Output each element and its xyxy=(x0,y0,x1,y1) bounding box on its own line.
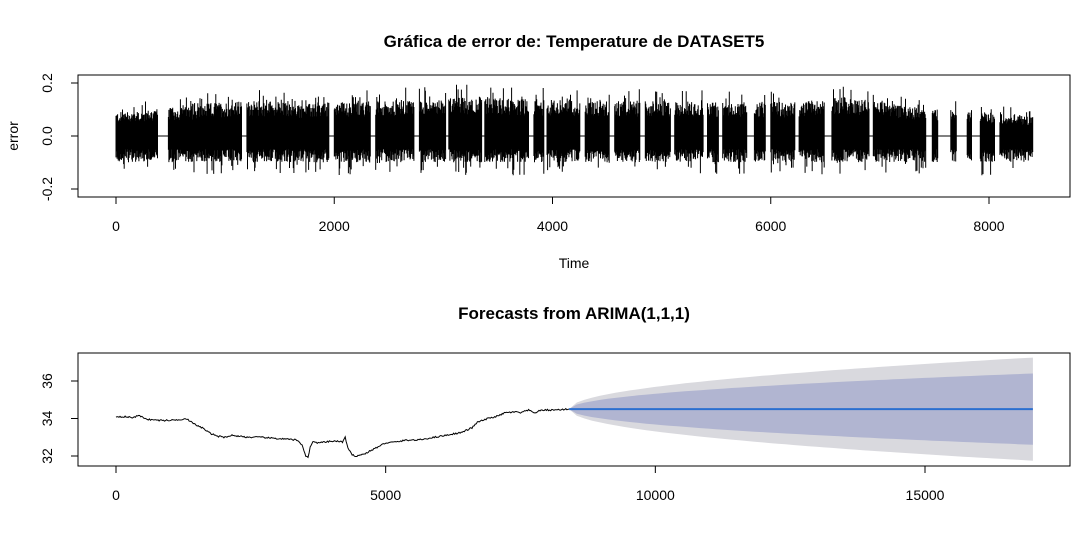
error-noise-segment xyxy=(418,87,447,173)
error-noise-segment xyxy=(375,87,415,172)
error-plot-title: Gráfica de error de: Temperature de DATA… xyxy=(384,32,765,51)
error-noise-segment xyxy=(644,91,671,170)
error-xtick-label: 4000 xyxy=(537,218,568,234)
forecast-xtick-label: 5000 xyxy=(370,487,401,503)
forecast-xtick-label: 0 xyxy=(112,487,120,503)
error-xtick-label: 0 xyxy=(112,218,120,234)
error-xtick-label: 6000 xyxy=(755,218,786,234)
error-noise-segment xyxy=(979,107,995,176)
error-noise-segment xyxy=(999,106,1034,168)
error-noise-segment xyxy=(872,94,927,174)
error-noise-segment xyxy=(674,90,704,174)
error-noise-segment xyxy=(966,110,972,161)
error-ytick-label: 0.2 xyxy=(39,73,55,93)
error-noise-segment xyxy=(448,84,483,175)
error-noise-segment xyxy=(770,91,796,173)
error-plot-panel: Gráfica de error de: Temperature de DATA… xyxy=(5,32,1071,271)
forecast-series xyxy=(115,407,1033,459)
error-ytick-label: 0.0 xyxy=(39,126,55,146)
error-noise-segment xyxy=(722,91,748,174)
error-noise-segment xyxy=(753,95,766,162)
forecast-plot-title: Forecasts from ARIMA(1,1,1) xyxy=(458,304,690,323)
forecast-ytick-label: 36 xyxy=(39,373,55,389)
forecast-plot-panel: Forecasts from ARIMA(1,1,1) 0 5000 10000 15… xyxy=(39,304,1071,503)
error-noise-segment xyxy=(950,101,957,162)
error-noise-segment xyxy=(546,90,581,172)
forecast-ytick-label: 32 xyxy=(39,448,55,464)
error-plot-ylabel: error xyxy=(5,121,21,151)
error-noise-segment xyxy=(167,93,242,174)
error-xtick-label: 8000 xyxy=(973,218,1004,234)
error-noise-segment xyxy=(484,87,529,176)
error-noise-segment xyxy=(533,88,545,174)
observed-series-line xyxy=(115,407,570,459)
error-series xyxy=(115,84,1034,176)
error-noise-segment xyxy=(115,101,158,169)
error-noise-segment xyxy=(246,90,330,173)
error-ytick-label: -0.2 xyxy=(39,177,55,201)
forecast-ytick-label: 34 xyxy=(39,411,55,427)
error-plot-frame xyxy=(77,74,1071,198)
forecast-plot-frame xyxy=(77,352,1071,467)
error-noise-segment xyxy=(707,102,719,174)
error-noise-segment xyxy=(798,100,825,175)
error-noise-segment xyxy=(831,86,870,174)
error-noise-segment xyxy=(584,94,610,168)
forecast-xtick-label: 10000 xyxy=(636,487,675,503)
forecast-xtick-label: 15000 xyxy=(906,487,945,503)
error-noise-segment xyxy=(333,90,371,175)
error-noise-segment xyxy=(931,109,939,162)
error-noise-segment xyxy=(614,89,641,167)
error-xtick-label: 2000 xyxy=(319,218,350,234)
error-plot-xlabel: Time xyxy=(559,255,590,271)
